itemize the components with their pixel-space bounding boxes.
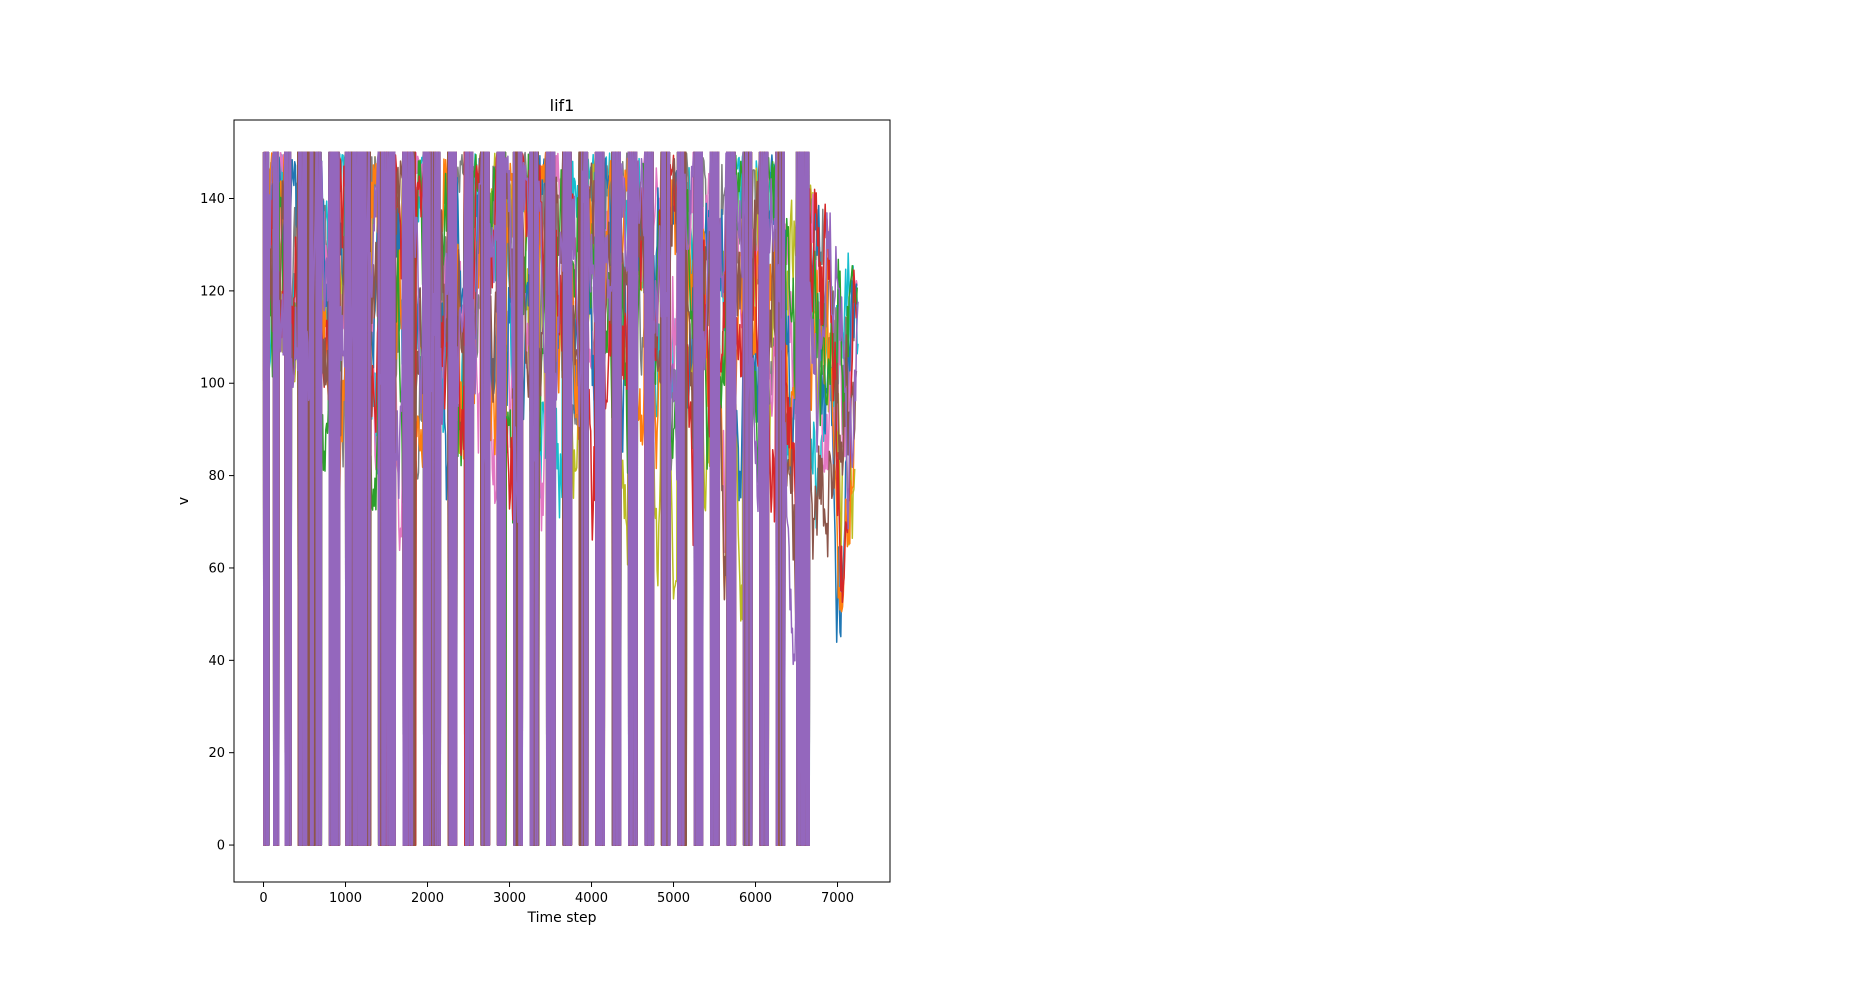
chart-title: lif1 xyxy=(550,96,575,115)
plot-frame xyxy=(233,119,891,883)
x-tick-label: 3000 xyxy=(493,891,526,906)
x-tick-label: 2000 xyxy=(411,891,444,906)
y-tick-label: 80 xyxy=(208,469,225,484)
y-tick-label: 120 xyxy=(200,284,225,299)
series-line xyxy=(262,151,859,846)
y-tick-label: 20 xyxy=(208,746,225,761)
x-tick-label: 5000 xyxy=(657,891,690,906)
y-tick-label: 0 xyxy=(217,839,225,854)
x-tick-label: 4000 xyxy=(575,891,608,906)
y-tick-label: 140 xyxy=(200,192,225,207)
plot-area xyxy=(262,151,859,846)
x-axis: 0 1000 2000 3000 4000 5000 6000 7000 xyxy=(259,882,854,906)
x-tick-label: 6000 xyxy=(739,891,772,906)
x-axis-label: Time step xyxy=(527,910,597,926)
y-tick-label: 60 xyxy=(208,561,225,576)
y-tick-label: 100 xyxy=(200,377,225,392)
x-tick-label: 7000 xyxy=(821,891,854,906)
y-axis-label: v xyxy=(176,497,192,505)
x-tick-label: 1000 xyxy=(329,891,362,906)
y-tick-label: 40 xyxy=(208,654,225,669)
x-tick-label: 0 xyxy=(259,891,267,906)
y-axis: 0 20 40 60 80 100 120 140 xyxy=(200,192,234,854)
